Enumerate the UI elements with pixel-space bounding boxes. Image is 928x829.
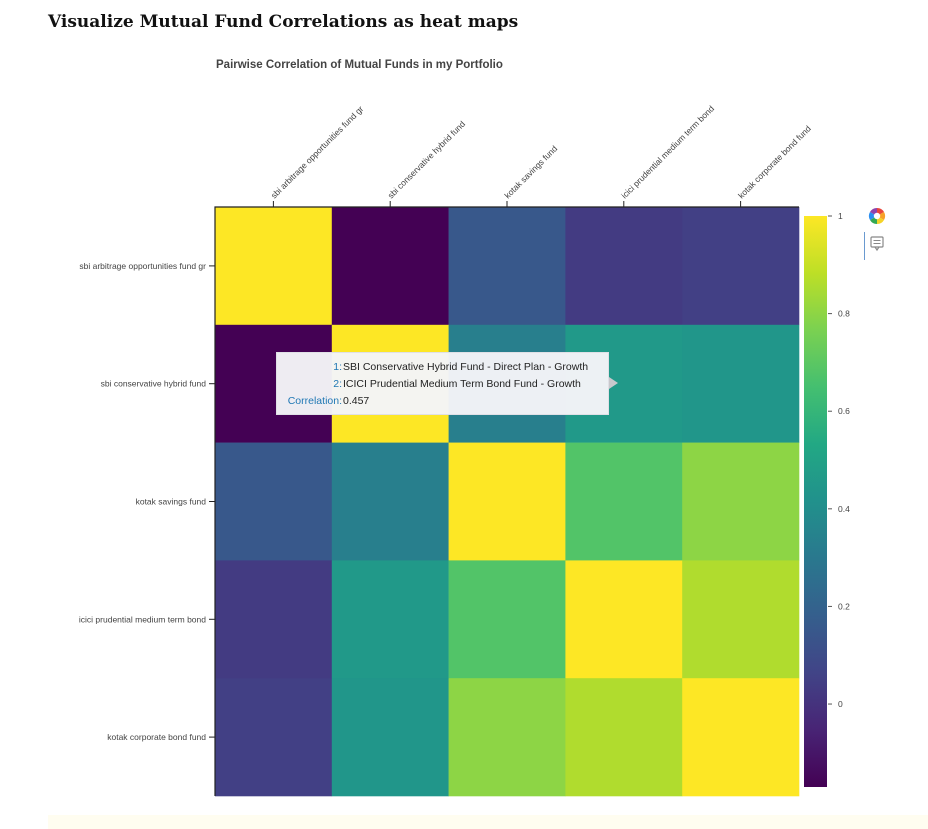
hover-tooltip: 1:SBI Conservative Hybrid Fund - Direct …	[276, 352, 609, 415]
heatmap-cell[interactable]	[565, 678, 683, 797]
tooltip-row-correlation: Correlation:0.457	[283, 393, 608, 410]
heatmap-cell[interactable]	[682, 442, 800, 561]
y-tick-label: kotak corporate bond fund	[107, 732, 206, 742]
colorbar-tick-label: 0	[838, 699, 843, 709]
tooltip-value: 0.457	[343, 395, 370, 407]
y-tick-label: kotak savings fund	[136, 497, 207, 507]
heatmap-cell[interactable]	[215, 207, 333, 326]
tooltip-key: Correlation:	[287, 395, 342, 407]
page-title: Visualize Mutual Fund Correlations as he…	[48, 12, 519, 32]
y-tick-label: icici prudential medium term bond	[79, 614, 206, 624]
colorbar-tick-label: 0.2	[838, 601, 850, 611]
heatmap-cells	[214, 206, 800, 797]
bokeh-logo-icon[interactable]	[867, 206, 887, 226]
heatmap-cell[interactable]	[331, 560, 449, 679]
chart-title: Pairwise Correlation of Mutual Funds in …	[216, 59, 503, 71]
x-tick-label: kotak corporate bond fund	[736, 123, 813, 200]
colorbar-tick-label: 0.4	[838, 504, 850, 514]
heatmap-cell[interactable]	[682, 207, 800, 326]
colorbar-tick-label: 0.6	[838, 406, 850, 416]
heatmap-cell[interactable]	[331, 678, 449, 797]
heatmap-cell[interactable]	[682, 678, 800, 797]
x-axis: sbi arbitrage opportunities fund gr sbi c…	[269, 103, 813, 207]
heatmap-cell[interactable]	[215, 442, 333, 561]
x-tick-label: icici prudential medium term bond	[619, 103, 716, 200]
heatmap-cell[interactable]	[331, 442, 449, 561]
colorbar-gradient	[804, 216, 827, 787]
colorbar-tick-label: 1	[838, 211, 843, 221]
heatmap-cell[interactable]	[565, 442, 683, 561]
y-axis: sbi arbitrage opportunities fund gr sbi c…	[79, 261, 215, 742]
tooltip-key: 1:	[333, 361, 342, 373]
chart-toolbar	[864, 204, 890, 260]
heatmap-cell[interactable]	[448, 442, 566, 561]
x-tick-label: sbi arbitrage opportunities fund gr	[269, 104, 366, 201]
x-tick-label: kotak savings fund	[502, 143, 559, 200]
colorbar: 0 0.2 0.4 0.6 0.8 1	[804, 211, 850, 787]
tooltip-pointer	[609, 377, 618, 389]
tooltip-row-fund-2: 2:ICICI Prudential Medium Term Bond Fund…	[283, 376, 608, 393]
heatmap-cell[interactable]	[331, 207, 449, 326]
y-tick-label: sbi arbitrage opportunities fund gr	[79, 261, 206, 271]
next-cell-output	[48, 815, 928, 829]
heatmap-cell[interactable]	[565, 207, 683, 326]
heatmap-cell[interactable]	[448, 678, 566, 797]
heatmap-cell[interactable]	[448, 560, 566, 679]
colorbar-tick-label: 0.8	[838, 309, 850, 319]
heatmap-cell[interactable]	[215, 678, 333, 797]
y-tick-label: sbi conservative hybrid fund	[101, 379, 207, 389]
hover-tool-icon[interactable]	[870, 236, 884, 252]
x-tick-label: sbi conservative hybrid fund	[386, 119, 468, 201]
active-tool-indicator	[864, 232, 865, 260]
tooltip-value: ICICI Prudential Medium Term Bond Fund -…	[343, 378, 581, 390]
heatmap-cell[interactable]	[682, 560, 800, 679]
heatmap-cell[interactable]	[448, 207, 566, 326]
tooltip-value: SBI Conservative Hybrid Fund - Direct Pl…	[343, 361, 589, 373]
heatmap-cell[interactable]	[682, 324, 800, 443]
tooltip-key: 2:	[333, 378, 342, 390]
tooltip-row-fund-1: 1:SBI Conservative Hybrid Fund - Direct …	[283, 359, 608, 376]
heatmap-cell[interactable]	[215, 560, 333, 679]
plot-frame	[214, 206, 799, 796]
heatmap-cell[interactable]	[565, 560, 683, 679]
